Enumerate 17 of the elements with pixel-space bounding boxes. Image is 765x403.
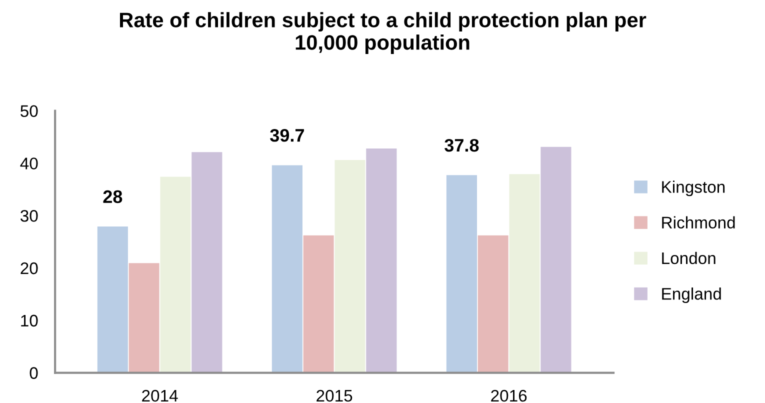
legend-label: Kingston <box>662 180 725 196</box>
legend-label: England <box>662 288 721 304</box>
legend-label: Richmond <box>662 216 735 229</box>
data-label: 28 <box>103 190 122 204</box>
y-tick-label: 50 <box>20 105 38 118</box>
chart-title: Rate of children subject to a child protection plan per 10,000 population <box>120 12 646 54</box>
x-tick-label: 2016 <box>491 390 527 402</box>
y-tick-label: 10 <box>21 314 38 327</box>
data-label: 37.8 <box>444 138 479 152</box>
legend-label: London <box>662 252 716 264</box>
y-tick-label: 20 <box>20 262 38 274</box>
data-label: 39.7 <box>270 128 304 142</box>
y-tick-label: 30 <box>20 210 38 222</box>
x-tick-label: 2014 <box>142 390 178 402</box>
y-tick-label: 0 <box>30 367 38 379</box>
x-tick-label: 2015 <box>316 390 352 402</box>
y-tick-label: 40 <box>20 158 38 170</box>
